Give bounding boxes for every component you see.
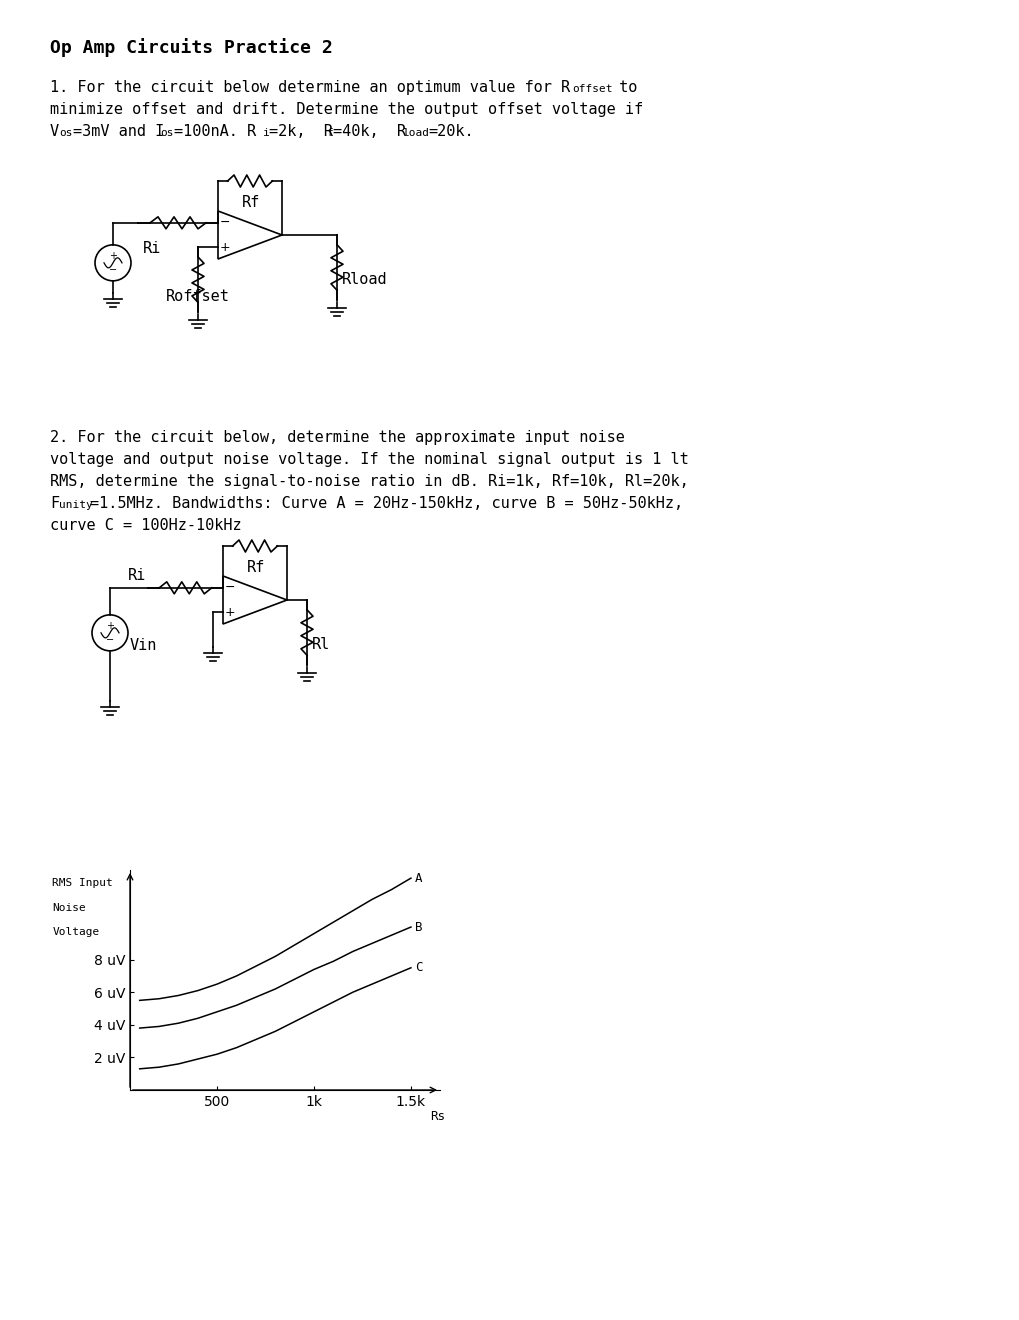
Text: Voltage: Voltage <box>52 927 100 937</box>
Text: to: to <box>609 81 637 95</box>
Text: =20k.: =20k. <box>428 124 473 139</box>
Text: Rf: Rf <box>242 195 260 210</box>
Text: RMS Input: RMS Input <box>52 878 113 888</box>
Text: Vin: Vin <box>129 638 157 653</box>
Text: i: i <box>263 128 269 139</box>
Text: Ri: Ri <box>127 568 146 583</box>
Text: +: + <box>224 606 235 619</box>
Text: minimize offset and drift. Determine the output offset voltage if: minimize offset and drift. Determine the… <box>50 102 643 117</box>
Text: =40k,  R: =40k, R <box>332 124 406 139</box>
Text: Rs: Rs <box>430 1110 445 1122</box>
Text: F: F <box>50 496 59 511</box>
Text: Rf: Rf <box>247 560 265 576</box>
Text: =100nA. R: =100nA. R <box>174 124 256 139</box>
Text: Roffset: Roffset <box>166 289 229 304</box>
Text: A: A <box>415 871 422 884</box>
Text: unity: unity <box>59 500 93 510</box>
Text: =3mV and I: =3mV and I <box>73 124 164 139</box>
Text: =1.5MHz. Bandwidths: Curve A = 20Hz-150kHz, curve B = 50Hz-50kHz,: =1.5MHz. Bandwidths: Curve A = 20Hz-150k… <box>90 496 683 511</box>
Text: 2. For the circuit below, determine the approximate input noise: 2. For the circuit below, determine the … <box>50 430 625 445</box>
Text: +: + <box>109 251 117 261</box>
Text: Ri: Ri <box>143 240 161 256</box>
Text: V: V <box>50 124 59 139</box>
Text: voltage and output noise voltage. If the nominal signal output is 1 lt: voltage and output noise voltage. If the… <box>50 451 688 467</box>
Text: Noise: Noise <box>52 903 87 912</box>
Text: −: − <box>219 216 230 230</box>
Text: B: B <box>415 920 422 933</box>
Text: curve C = 100Hz-10kHz: curve C = 100Hz-10kHz <box>50 517 242 533</box>
Text: Op Amp Circuits Practice 2: Op Amp Circuits Practice 2 <box>50 38 332 57</box>
Text: Rl: Rl <box>312 638 330 652</box>
Text: −: − <box>106 635 114 645</box>
Text: 1. For the circuit below determine an optimum value for R: 1. For the circuit below determine an op… <box>50 81 570 95</box>
Text: −: − <box>224 581 235 594</box>
Text: +: + <box>219 240 230 253</box>
Text: −: − <box>109 265 117 275</box>
Text: +: + <box>106 620 114 631</box>
Text: C: C <box>415 961 422 974</box>
Text: offset: offset <box>572 84 611 94</box>
Text: =2k,  R: =2k, R <box>269 124 332 139</box>
Text: os: os <box>160 128 173 139</box>
Text: f: f <box>327 128 333 139</box>
Text: RMS, determine the signal-to-noise ratio in dB. Ri=1k, Rf=10k, Rl=20k,: RMS, determine the signal-to-noise ratio… <box>50 474 688 488</box>
Text: Rload: Rload <box>341 272 387 286</box>
Text: os: os <box>59 128 72 139</box>
Text: load: load <box>401 128 429 139</box>
